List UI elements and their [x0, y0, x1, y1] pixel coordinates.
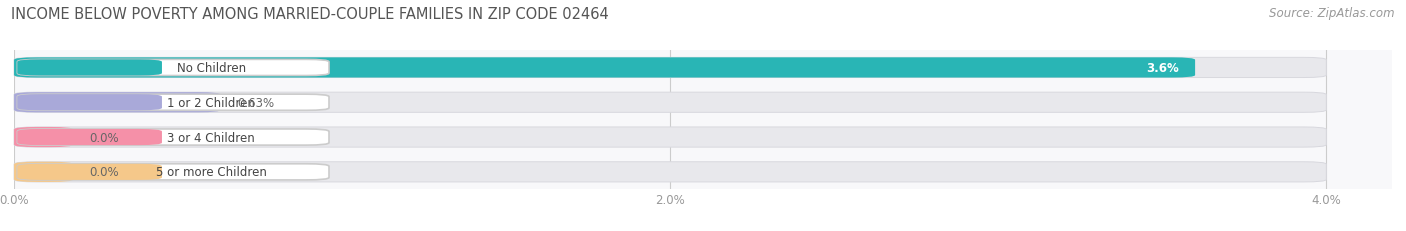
FancyBboxPatch shape — [14, 58, 1195, 78]
FancyBboxPatch shape — [14, 93, 221, 113]
FancyBboxPatch shape — [17, 95, 162, 111]
FancyBboxPatch shape — [14, 128, 73, 148]
FancyBboxPatch shape — [14, 162, 73, 182]
FancyBboxPatch shape — [17, 60, 162, 76]
FancyBboxPatch shape — [17, 164, 162, 180]
Text: INCOME BELOW POVERTY AMONG MARRIED-COUPLE FAMILIES IN ZIP CODE 02464: INCOME BELOW POVERTY AMONG MARRIED-COUPL… — [11, 7, 609, 22]
FancyBboxPatch shape — [14, 128, 1326, 148]
FancyBboxPatch shape — [17, 164, 329, 180]
Text: 1 or 2 Children: 1 or 2 Children — [167, 96, 254, 109]
FancyBboxPatch shape — [17, 129, 162, 146]
Text: 0.0%: 0.0% — [90, 131, 120, 144]
FancyBboxPatch shape — [14, 93, 1326, 113]
Text: 3 or 4 Children: 3 or 4 Children — [167, 131, 254, 144]
Text: 0.0%: 0.0% — [90, 166, 120, 179]
Text: 3.6%: 3.6% — [1146, 62, 1178, 75]
FancyBboxPatch shape — [14, 58, 1326, 78]
Text: Source: ZipAtlas.com: Source: ZipAtlas.com — [1270, 7, 1395, 20]
Text: No Children: No Children — [177, 62, 246, 75]
FancyBboxPatch shape — [17, 60, 329, 76]
Text: 5 or more Children: 5 or more Children — [156, 166, 267, 179]
FancyBboxPatch shape — [17, 129, 329, 146]
Text: 0.63%: 0.63% — [238, 96, 274, 109]
FancyBboxPatch shape — [17, 95, 329, 111]
FancyBboxPatch shape — [14, 162, 1326, 182]
